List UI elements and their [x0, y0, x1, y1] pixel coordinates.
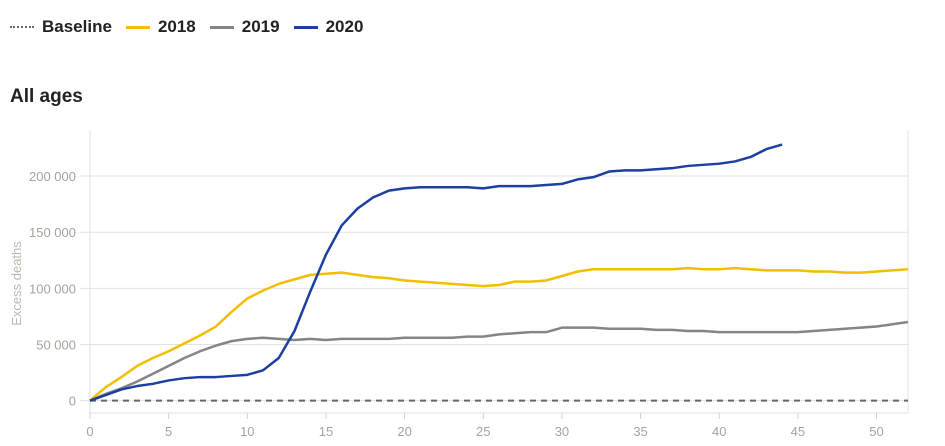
- chart-title: All ages: [10, 86, 83, 107]
- legend-swatch-2019: [209, 25, 234, 29]
- legend: Baseline 2018 2019 2020: [10, 17, 377, 37]
- x-tick-label: 45: [791, 424, 805, 439]
- x-tick-label: 10: [240, 424, 254, 439]
- legend-item-2019[interactable]: 2019: [209, 17, 280, 37]
- x-tick-label: 20: [397, 424, 411, 439]
- legend-label: 2020: [325, 17, 364, 36]
- legend-label: 2019: [241, 17, 280, 36]
- x-tick-label: 15: [319, 424, 333, 439]
- series-line-2018: [89, 266, 909, 402]
- legend-item-baseline[interactable]: Baseline: [10, 17, 112, 37]
- legend-swatch-baseline: [10, 26, 34, 28]
- x-tick-label: 35: [633, 424, 647, 439]
- x-tick-label: 50: [869, 424, 883, 439]
- legend-item-2018[interactable]: 2018: [125, 17, 196, 37]
- series-line-2020: [89, 143, 783, 402]
- y-tick-label: 0: [69, 394, 76, 409]
- y-tick-label: 100 000: [29, 281, 76, 296]
- legend-label: Baseline: [42, 17, 112, 36]
- x-tick-label: 0: [86, 424, 93, 439]
- legend-label: 2018: [157, 17, 196, 36]
- x-tick-label: 25: [476, 424, 490, 439]
- y-axis-label: Excess deaths: [9, 241, 24, 326]
- x-tick-label: 40: [712, 424, 726, 439]
- y-tick-label: 50 000: [36, 337, 76, 352]
- y-tick-label: 200 000: [29, 169, 76, 184]
- series-line-2019: [89, 320, 909, 402]
- legend-swatch-2018: [125, 25, 150, 29]
- x-tick-label: 30: [555, 424, 569, 439]
- legend-item-2020[interactable]: 2020: [293, 17, 364, 37]
- legend-swatch-2020: [293, 25, 318, 29]
- y-tick-label: 150 000: [29, 225, 76, 240]
- x-tick-label: 5: [165, 424, 172, 439]
